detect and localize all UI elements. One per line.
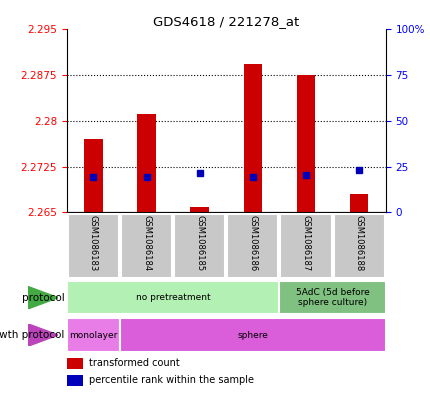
- Title: GDS4618 / 221278_at: GDS4618 / 221278_at: [153, 15, 299, 28]
- Bar: [67, 375, 83, 386]
- Bar: [243, 64, 261, 212]
- Bar: [296, 75, 315, 212]
- Text: protocol: protocol: [22, 293, 64, 303]
- Bar: [349, 194, 368, 212]
- Text: GSM1086187: GSM1086187: [301, 215, 310, 271]
- Bar: [280, 213, 331, 278]
- Text: growth protocol: growth protocol: [0, 330, 64, 340]
- Bar: [120, 318, 385, 352]
- Bar: [67, 358, 83, 369]
- Bar: [68, 213, 119, 278]
- Text: GSM1086185: GSM1086185: [195, 215, 204, 271]
- Bar: [121, 213, 172, 278]
- Bar: [137, 114, 156, 212]
- Text: no pretreatment: no pretreatment: [135, 293, 210, 302]
- Bar: [67, 318, 120, 352]
- Text: GSM1086186: GSM1086186: [248, 215, 257, 271]
- Bar: [227, 213, 278, 278]
- Text: 5AdC (5d before
sphere culture): 5AdC (5d before sphere culture): [295, 288, 369, 307]
- Text: monolayer: monolayer: [69, 331, 117, 340]
- Bar: [67, 281, 279, 314]
- Text: sphere: sphere: [237, 331, 267, 340]
- Polygon shape: [28, 286, 58, 309]
- Polygon shape: [28, 324, 58, 346]
- Bar: [174, 213, 225, 278]
- Bar: [279, 281, 385, 314]
- Bar: [190, 208, 209, 212]
- Bar: [84, 139, 102, 212]
- Text: percentile rank within the sample: percentile rank within the sample: [89, 375, 254, 385]
- Text: GSM1086188: GSM1086188: [354, 215, 363, 271]
- Text: GSM1086183: GSM1086183: [89, 215, 98, 271]
- Bar: [333, 213, 384, 278]
- Text: transformed count: transformed count: [89, 358, 179, 368]
- Text: GSM1086184: GSM1086184: [142, 215, 150, 271]
